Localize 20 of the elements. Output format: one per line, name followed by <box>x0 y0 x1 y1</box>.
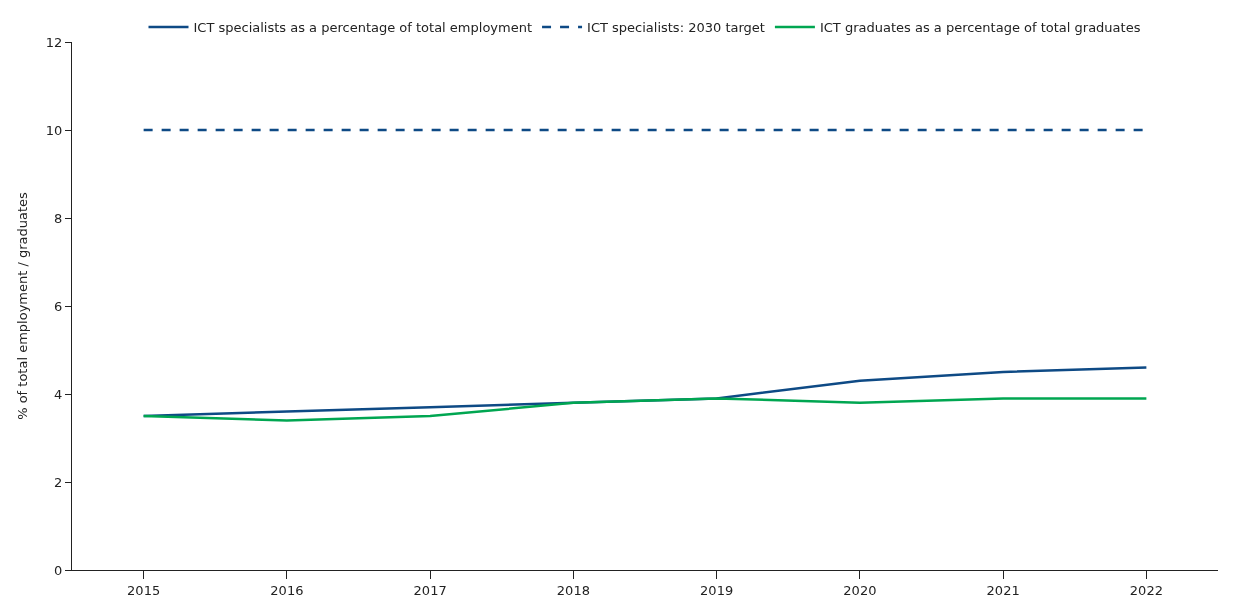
y-tick-label: 12 <box>45 34 63 50</box>
legend-label: ICT specialists: 2030 target <box>587 20 765 36</box>
y-axis-title: % of total employment / graduates <box>14 191 30 420</box>
x-tick-label: 2016 <box>270 582 304 598</box>
x-tick-label: 2022 <box>1129 582 1163 598</box>
x-tick-label: 2019 <box>700 582 734 598</box>
x-tick-label: 2021 <box>986 582 1020 598</box>
line-series <box>142 397 1148 422</box>
x-tick-label: 2015 <box>127 582 161 598</box>
legend-label: ICT graduates as a percentage of total graduates <box>819 20 1141 36</box>
y-tick-label: 2 <box>54 474 63 490</box>
y-tick-label: 10 <box>45 122 63 138</box>
y-tick-label: 6 <box>54 298 63 314</box>
x-tick-label: 2020 <box>843 582 877 598</box>
x-tick-label: 2017 <box>413 582 447 598</box>
y-tick-label: 0 <box>54 562 63 578</box>
legend-label: ICT specialists as a percentage of total employment <box>193 20 533 36</box>
y-tick-label: 4 <box>54 386 63 402</box>
x-tick-label: 2018 <box>556 582 590 598</box>
y-tick-label: 8 <box>54 210 63 226</box>
